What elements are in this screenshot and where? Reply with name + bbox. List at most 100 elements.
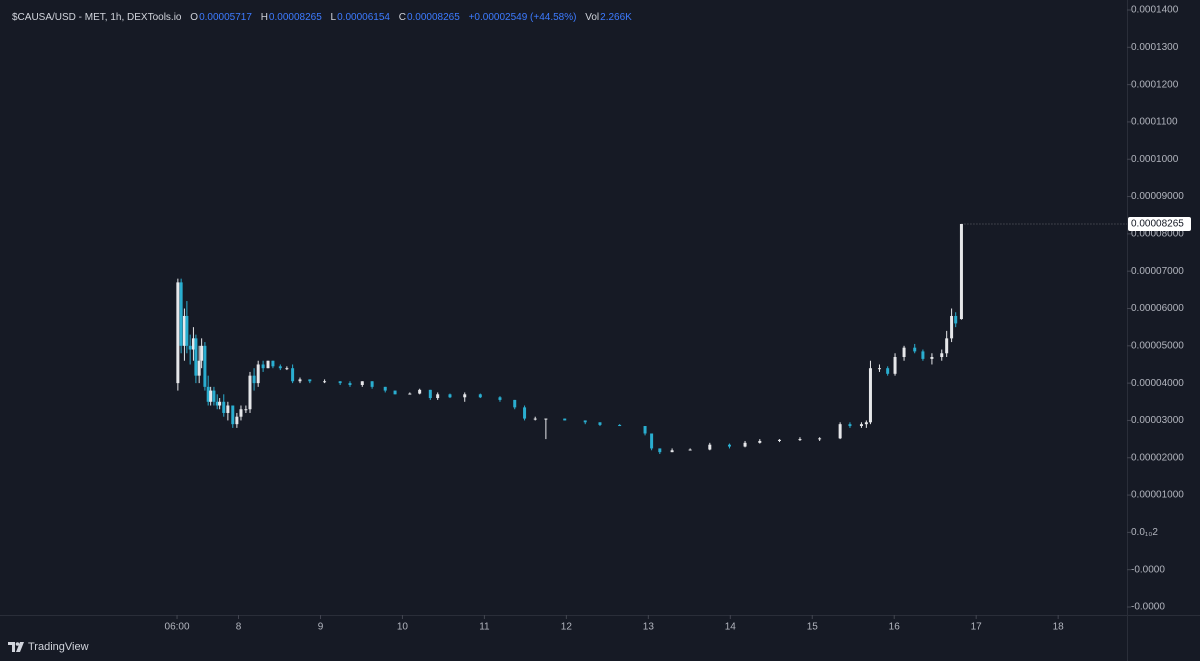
- candle-body: [188, 345, 192, 350]
- candle-body: [285, 368, 289, 370]
- candle-body: [643, 426, 647, 434]
- candle-body: [563, 418, 567, 421]
- candle-body: [185, 315, 189, 346]
- candle-body: [877, 368, 881, 370]
- candle-body: [191, 338, 195, 350]
- candle-body: [252, 375, 256, 384]
- candle-body: [383, 386, 387, 391]
- candle-body: [708, 444, 712, 450]
- y-tick-label: 0.0001100: [1131, 117, 1178, 128]
- y-tick-label: 0.00005000: [1131, 340, 1184, 351]
- candle-body: [838, 424, 842, 439]
- candle-body: [798, 439, 802, 441]
- candle-body: [848, 424, 852, 427]
- candle-body: [818, 438, 822, 440]
- candle-body: [206, 386, 210, 402]
- candle-body: [727, 444, 731, 447]
- y-tick-label: 0.0001200: [1131, 79, 1179, 90]
- candle-body: [886, 368, 890, 374]
- y-tick-label: 0.0001400: [1131, 5, 1179, 16]
- vol-value: 2.266K: [600, 12, 632, 23]
- x-tick-label: 8: [236, 622, 242, 633]
- h-value: 0.00008265: [268, 12, 322, 23]
- y-tick-label: 0.0001300: [1131, 42, 1179, 53]
- change: +0.00002549 (+44.58%): [468, 12, 577, 23]
- y-tick-label: 0.0001000: [1131, 154, 1179, 165]
- candle-body: [478, 394, 482, 398]
- candle-body: [777, 439, 781, 441]
- candle-body: [893, 357, 897, 374]
- candle-body: [864, 422, 868, 425]
- candle-body: [179, 282, 183, 346]
- candle-body: [338, 381, 342, 384]
- candle-body: [308, 379, 312, 382]
- y-tick-label: 0.00004000: [1131, 378, 1184, 389]
- candle-body: [194, 338, 198, 376]
- candle-body: [743, 442, 747, 447]
- candle-body: [913, 347, 917, 352]
- x-tick-label: 15: [807, 622, 819, 633]
- candle-body: [244, 409, 248, 411]
- y-tick-label: 0.00001000: [1131, 490, 1184, 501]
- candle-body: [533, 418, 537, 420]
- x-tick-label: 10: [397, 622, 409, 633]
- last-price-box: [1128, 216, 1191, 231]
- candle-body: [176, 282, 180, 384]
- x-tick-label: 11: [479, 622, 490, 633]
- candle-body: [226, 405, 230, 413]
- candle-body: [248, 375, 252, 410]
- x-tick-label: 13: [643, 622, 655, 633]
- candle-body: [370, 381, 374, 387]
- y-tick-label: -0.0000: [1131, 564, 1165, 575]
- candle-body: [930, 357, 934, 359]
- candle-body: [688, 449, 692, 451]
- candle-body: [868, 368, 872, 423]
- candle-body: [215, 401, 219, 406]
- y-tick-label: 0.00009000: [1131, 191, 1184, 202]
- candle-body: [197, 360, 201, 376]
- y-tick-label: 0.00007000: [1131, 266, 1184, 277]
- x-tick-label: 14: [725, 622, 737, 633]
- candle-body: [200, 345, 204, 361]
- candle-body: [921, 351, 925, 359]
- candle-body: [231, 405, 235, 425]
- candle-body: [235, 416, 239, 425]
- x-tick-label: 18: [1053, 622, 1065, 633]
- candle-body: [436, 394, 440, 399]
- logo: [8, 642, 24, 652]
- candle-body: [298, 379, 302, 382]
- candle-body: [218, 401, 222, 406]
- candle-body: [212, 390, 216, 402]
- candle-body: [650, 433, 654, 449]
- o-value: 0.00005717: [199, 12, 252, 23]
- candle-body: [428, 389, 432, 399]
- candle-body: [859, 424, 863, 427]
- candle-body: [670, 450, 674, 453]
- candle-body: [902, 347, 906, 358]
- candle-body: [266, 360, 270, 369]
- candle-body: [360, 381, 364, 385]
- x-tick-label: 16: [889, 622, 901, 633]
- candle-body: [758, 440, 762, 443]
- candle-body: [278, 366, 282, 369]
- y-tick-label: 0.00003000: [1131, 415, 1184, 426]
- legend-header: $CAUSA/USD - MET, 1h, DEXTools.io O0.000…: [12, 12, 638, 23]
- c-value: 0.00008265: [406, 12, 460, 23]
- candle-body: [513, 399, 517, 408]
- candle-body: [598, 422, 602, 425]
- l-value: 0.00006154: [337, 12, 390, 23]
- candle-body: [950, 315, 954, 339]
- candle-body: [498, 397, 502, 400]
- candle-body: [463, 394, 467, 398]
- candle-body: [523, 407, 527, 419]
- last-price-label: 0.00008265: [1131, 219, 1184, 230]
- c-label: C: [398, 12, 406, 23]
- candle-body: [544, 418, 548, 420]
- candle-body: [954, 315, 958, 324]
- symbol: $CAUSA/USD - MET, 1h, DEXTools.io: [12, 12, 182, 23]
- o-label: O: [190, 12, 199, 23]
- candle-body: [448, 394, 452, 398]
- l-label: L: [330, 12, 337, 23]
